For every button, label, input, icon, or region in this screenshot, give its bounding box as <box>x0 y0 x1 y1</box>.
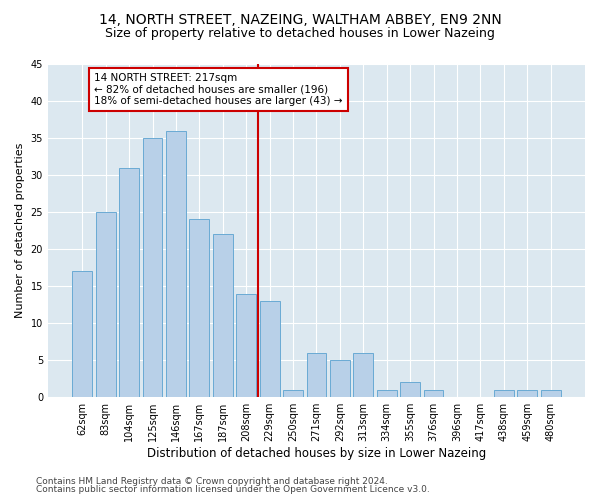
Bar <box>307 353 326 397</box>
Bar <box>236 294 256 397</box>
Y-axis label: Number of detached properties: Number of detached properties <box>15 143 25 318</box>
Bar <box>283 390 303 397</box>
Bar <box>190 220 209 397</box>
Bar <box>96 212 116 397</box>
Bar <box>73 272 92 397</box>
Bar <box>424 390 443 397</box>
Text: Size of property relative to detached houses in Lower Nazeing: Size of property relative to detached ho… <box>105 28 495 40</box>
Bar <box>330 360 350 397</box>
Bar <box>353 353 373 397</box>
Bar <box>541 390 560 397</box>
Bar <box>517 390 537 397</box>
Bar <box>494 390 514 397</box>
Bar <box>377 390 397 397</box>
Text: 14 NORTH STREET: 217sqm
← 82% of detached houses are smaller (196)
18% of semi-d: 14 NORTH STREET: 217sqm ← 82% of detache… <box>94 73 343 106</box>
Text: Contains HM Land Registry data © Crown copyright and database right 2024.: Contains HM Land Registry data © Crown c… <box>36 477 388 486</box>
Bar <box>143 138 163 397</box>
Bar <box>260 301 280 397</box>
Bar <box>166 130 186 397</box>
Bar <box>213 234 233 397</box>
Bar <box>400 382 420 397</box>
Bar <box>119 168 139 397</box>
Text: 14, NORTH STREET, NAZEING, WALTHAM ABBEY, EN9 2NN: 14, NORTH STREET, NAZEING, WALTHAM ABBEY… <box>98 12 502 26</box>
X-axis label: Distribution of detached houses by size in Lower Nazeing: Distribution of detached houses by size … <box>147 447 486 460</box>
Text: Contains public sector information licensed under the Open Government Licence v3: Contains public sector information licen… <box>36 485 430 494</box>
